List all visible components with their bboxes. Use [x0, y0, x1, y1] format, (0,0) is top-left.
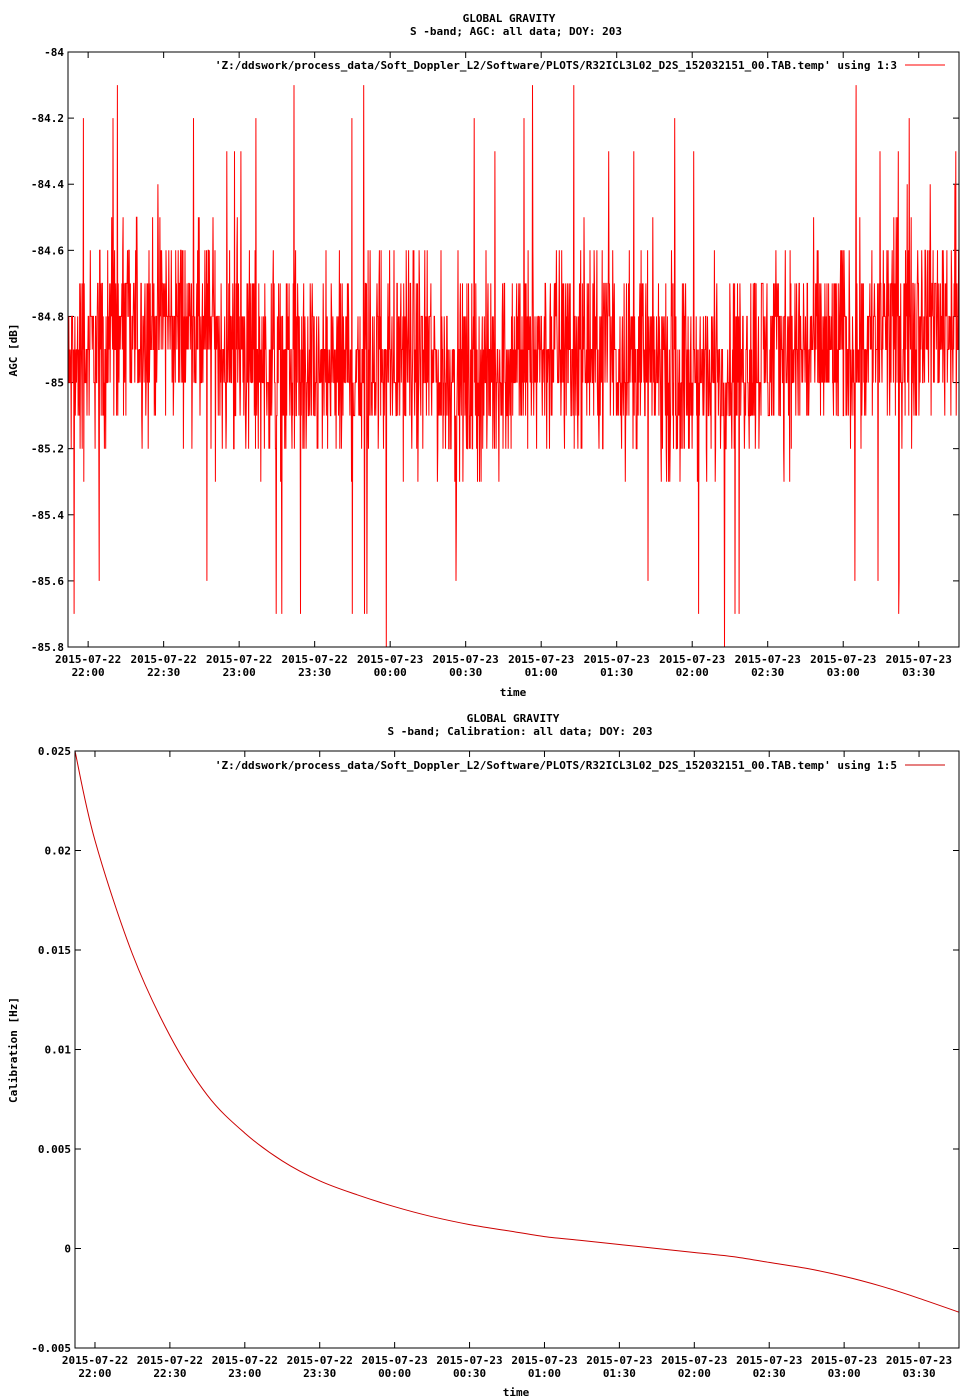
calibration-y-tick-labels: 0.025 0.02 0.015 0.01 0.005 0 -0.005: [31, 745, 71, 1355]
calibration-x-tick-time: 23:00: [228, 1367, 261, 1380]
agc-x-tick-time: 22:30: [147, 666, 180, 679]
agc-y-tick-label: -84.4: [31, 178, 64, 191]
agc-x-tick-date: 2015-07-22: [282, 653, 348, 666]
agc-legend-label: 'Z:/ddswork/process_data/Soft_Doppler_L2…: [215, 59, 897, 72]
calibration-x-axis-label: time: [503, 1386, 530, 1399]
calibration-x-tick-date: 2015-07-23: [362, 1354, 428, 1367]
calibration-x-tick-time: 22:00: [78, 1367, 111, 1380]
calibration-x-tick-labels: 2015-07-2222:002015-07-2222:302015-07-22…: [62, 1354, 952, 1380]
agc-x-tick-date: 2015-07-22: [131, 653, 197, 666]
agc-x-tick-time: 01:30: [600, 666, 633, 679]
calibration-y-tick-label: 0.01: [45, 1044, 72, 1057]
calibration-x-tick-time: 01:30: [603, 1367, 636, 1380]
agc-y-tick-label: -85.6: [31, 575, 64, 588]
calibration-y-tick-label: 0.025: [38, 745, 71, 758]
calibration-x-tick-date: 2015-07-23: [736, 1354, 802, 1367]
calibration-x-tick-date: 2015-07-23: [886, 1354, 952, 1367]
agc-x-tick-labels: 2015-07-2222:002015-07-2222:302015-07-22…: [55, 653, 952, 679]
calibration-y-tick-label: 0.005: [38, 1143, 71, 1156]
agc-chart-subtitle: S -band; AGC: all data; DOY: 203: [410, 25, 622, 38]
calibration-x-tick-time: 02:30: [753, 1367, 786, 1380]
calibration-x-tick-time: 03:30: [902, 1367, 935, 1380]
agc-x-tick-date: 2015-07-23: [659, 653, 725, 666]
agc-x-tick-date: 2015-07-23: [508, 653, 574, 666]
calibration-chart-subtitle: S -band; Calibration: all data; DOY: 203: [388, 725, 653, 738]
calibration-x-tick-date: 2015-07-22: [212, 1354, 278, 1367]
agc-y-tick-label: -85.4: [31, 509, 64, 522]
agc-x-tick-date: 2015-07-23: [433, 653, 499, 666]
calibration-ticks: [75, 750, 959, 1349]
agc-y-tick-label: -84.6: [31, 244, 64, 257]
agc-x-tick-date: 2015-07-23: [886, 653, 952, 666]
calibration-x-tick-time: 00:00: [378, 1367, 411, 1380]
calibration-x-tick-time: 02:00: [678, 1367, 711, 1380]
agc-series-line: [67, 85, 960, 648]
calibration-y-tick-label: 0: [64, 1243, 71, 1256]
agc-x-tick-time: 22:00: [72, 666, 105, 679]
agc-x-tick-time: 02:00: [676, 666, 709, 679]
calibration-chart-title: GLOBAL GRAVITY: [467, 712, 560, 725]
calibration-x-tick-time: 00:30: [453, 1367, 486, 1380]
calibration-series-line: [74, 750, 960, 1313]
agc-x-tick-time: 23:30: [298, 666, 331, 679]
agc-x-tick-date: 2015-07-23: [810, 653, 876, 666]
agc-y-axis-label: AGC [dB]: [7, 324, 20, 377]
agc-y-tick-label: -85.8: [31, 641, 64, 654]
calibration-x-tick-date: 2015-07-23: [661, 1354, 727, 1367]
agc-chart-title: GLOBAL GRAVITY: [463, 12, 556, 25]
agc-x-tick-time: 00:30: [449, 666, 482, 679]
calibration-x-tick-date: 2015-07-22: [287, 1354, 353, 1367]
calibration-x-tick-date: 2015-07-23: [586, 1354, 652, 1367]
calibration-y-tick-label: -0.005: [31, 1342, 71, 1355]
calibration-legend-label: 'Z:/ddswork/process_data/Soft_Doppler_L2…: [215, 759, 897, 772]
calibration-x-tick-time: 22:30: [153, 1367, 186, 1380]
calibration-x-tick-date: 2015-07-22: [62, 1354, 128, 1367]
agc-x-tick-time: 00:00: [374, 666, 407, 679]
agc-plot-frame: [67, 51, 960, 648]
agc-y-tick-label: -84: [44, 46, 64, 59]
agc-chart: GLOBAL GRAVITY S -band; AGC: all data; D…: [7, 12, 960, 699]
calibration-y-tick-label: 0.02: [45, 845, 72, 858]
agc-x-tick-date: 2015-07-23: [584, 653, 650, 666]
agc-y-tick-label: -84.2: [31, 112, 64, 125]
calibration-y-axis-label: Calibration [Hz]: [7, 997, 20, 1103]
agc-x-tick-date: 2015-07-23: [735, 653, 801, 666]
agc-y-tick-label: -85: [44, 377, 64, 390]
agc-y-tick-label: -85.2: [31, 443, 64, 456]
calibration-x-tick-date: 2015-07-23: [511, 1354, 577, 1367]
agc-x-tick-date: 2015-07-22: [206, 653, 272, 666]
agc-x-tick-time: 23:00: [223, 666, 256, 679]
calibration-plot-frame: [74, 750, 960, 1349]
calibration-x-tick-time: 23:30: [303, 1367, 336, 1380]
calibration-x-tick-time: 03:00: [828, 1367, 861, 1380]
agc-x-tick-date: 2015-07-23: [357, 653, 423, 666]
agc-x-tick-date: 2015-07-22: [55, 653, 121, 666]
calibration-x-tick-time: 01:00: [528, 1367, 561, 1380]
agc-x-tick-time: 02:30: [751, 666, 784, 679]
agc-x-tick-time: 03:00: [827, 666, 860, 679]
calibration-y-tick-label: 0.015: [38, 944, 71, 957]
calibration-x-tick-date: 2015-07-23: [811, 1354, 877, 1367]
calibration-x-tick-date: 2015-07-22: [137, 1354, 203, 1367]
agc-x-tick-time: 03:30: [902, 666, 935, 679]
agc-x-axis-label: time: [500, 686, 527, 699]
agc-y-tick-label: -84.8: [31, 310, 64, 323]
agc-y-tick-labels: -84 -84.2 -84.4 -84.6 -84.8 -85 -85.2 -85.4 -85.…: [31, 46, 64, 654]
calibration-chart: GLOBAL GRAVITY S -band; Calibration: all…: [7, 712, 960, 1399]
agc-x-tick-time: 01:00: [525, 666, 558, 679]
calibration-x-tick-date: 2015-07-23: [436, 1354, 502, 1367]
